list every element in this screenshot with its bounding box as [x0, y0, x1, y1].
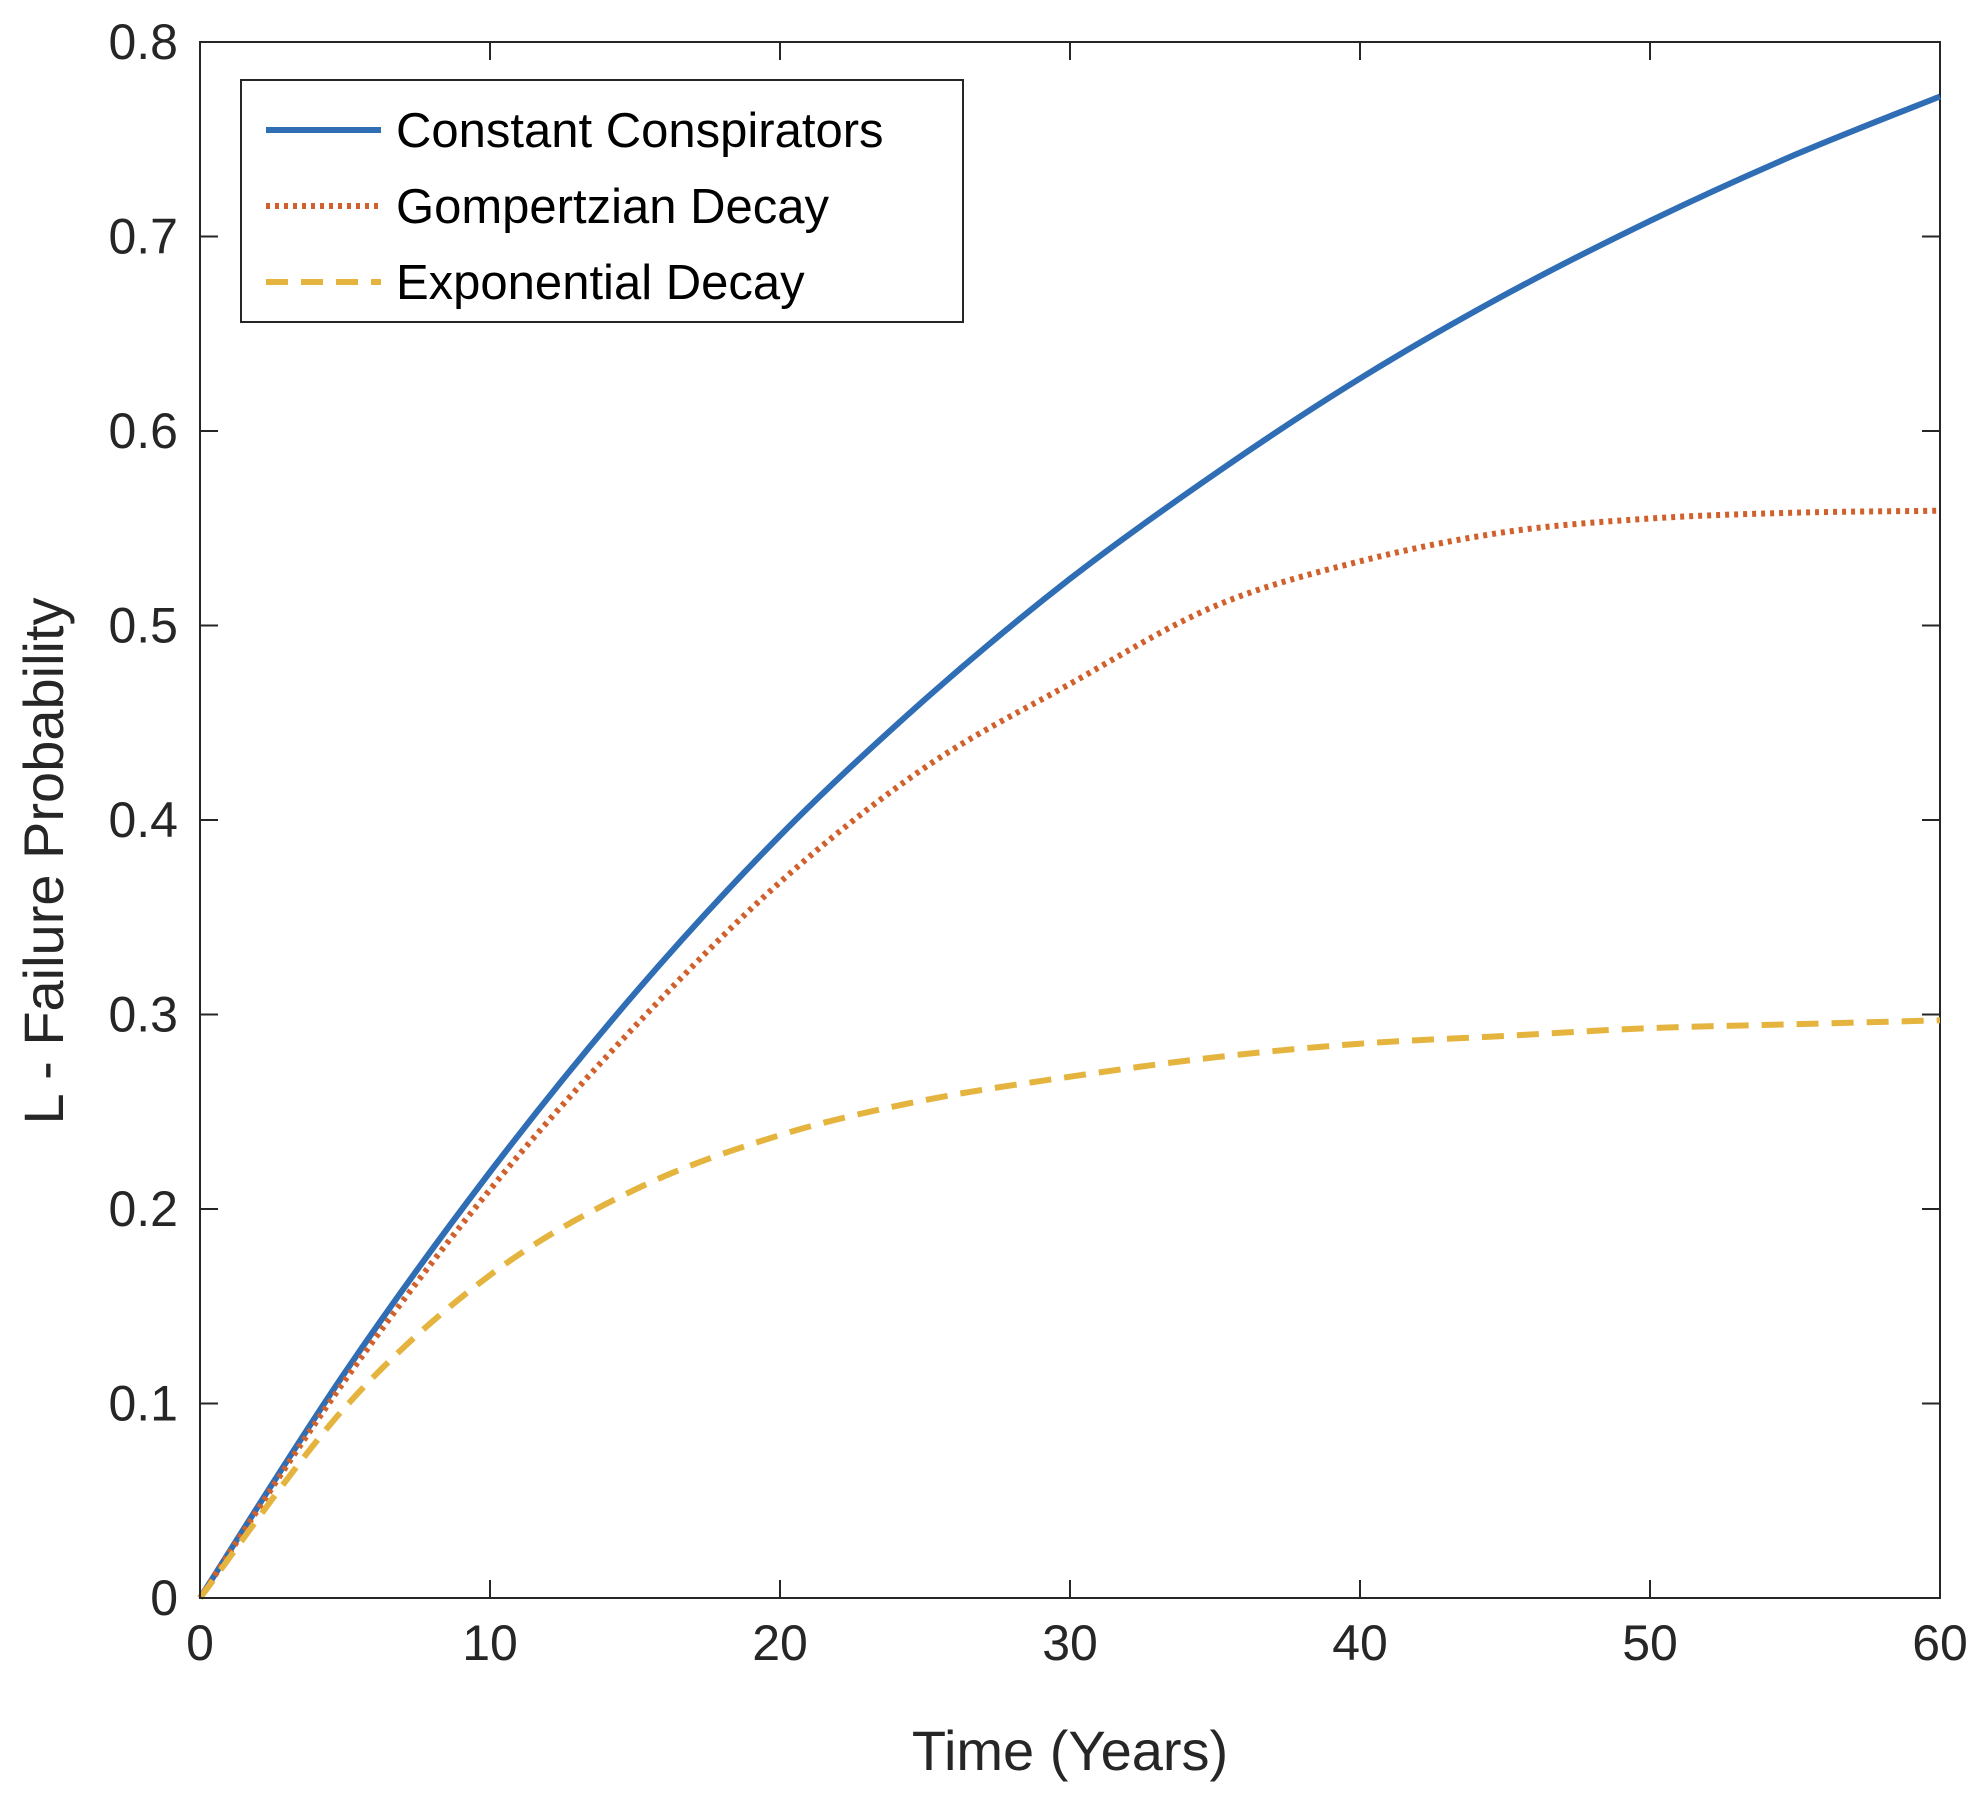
legend: Constant Conspirators Gompertzian Decay Ex… — [240, 79, 964, 323]
y-tick-label: 0 — [150, 1570, 178, 1626]
y-tick-label: 0.5 — [108, 598, 178, 654]
y-tick-label: 0.7 — [108, 209, 178, 265]
y-axis-title: L - Failure Probability — [12, 597, 75, 1124]
x-tick-label: 10 — [462, 1615, 518, 1671]
x-axis-title: Time (Years) — [912, 1719, 1228, 1782]
y-tick-label: 0.1 — [108, 1376, 178, 1432]
legend-label: Gompertzian Decay — [396, 180, 830, 234]
y-tick-label: 0.3 — [108, 987, 178, 1043]
x-tick-label: 40 — [1332, 1615, 1388, 1671]
y-tick-label: 0.8 — [108, 14, 178, 70]
x-tick-label: 0 — [186, 1615, 214, 1671]
series-line-constant-conspirators — [197, 93, 1942, 1600]
x-tick-label: 20 — [752, 1615, 808, 1671]
series-line-exponential-decay — [197, 1017, 1941, 1600]
y-tick-label: 0.2 — [108, 1181, 178, 1237]
legend-box — [240, 79, 964, 323]
y-tick-label: 0.6 — [108, 403, 178, 459]
legend-label: Exponential Decay — [396, 256, 805, 310]
x-tick-label: 60 — [1912, 1615, 1968, 1671]
x-tick-label: 50 — [1622, 1615, 1678, 1671]
x-tick-label: 30 — [1042, 1615, 1098, 1671]
y-tick-label: 0.4 — [108, 792, 178, 848]
legend-label: Constant Conspirators — [396, 104, 884, 158]
series-line-gompertzian-decay — [197, 507, 1941, 1600]
